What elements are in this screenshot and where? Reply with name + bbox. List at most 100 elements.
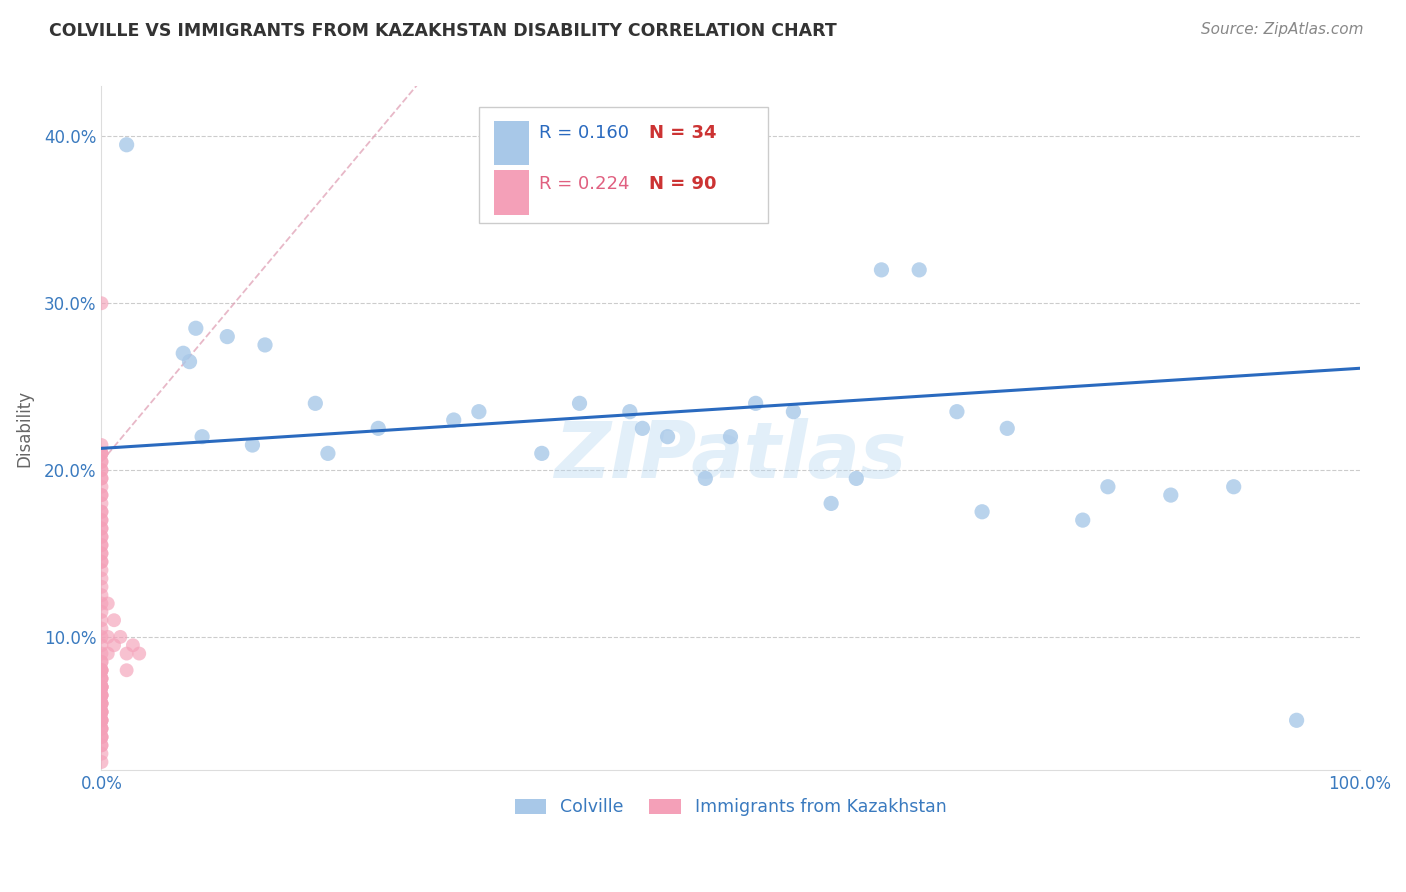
Text: ZIPatlas: ZIPatlas xyxy=(554,417,907,493)
Point xyxy=(90,521,112,535)
Point xyxy=(90,705,112,719)
Point xyxy=(90,496,112,510)
Point xyxy=(90,739,112,753)
Point xyxy=(90,688,112,702)
Point xyxy=(90,747,112,761)
Point xyxy=(90,538,112,552)
Point xyxy=(304,396,326,410)
Text: N = 90: N = 90 xyxy=(648,176,716,194)
Point xyxy=(90,580,112,594)
Point xyxy=(90,705,112,719)
Point xyxy=(443,413,465,427)
Point xyxy=(90,672,112,686)
Text: COLVILLE VS IMMIGRANTS FROM KAZAKHSTAN DISABILITY CORRELATION CHART: COLVILLE VS IMMIGRANTS FROM KAZAKHSTAN D… xyxy=(49,22,837,40)
Point xyxy=(90,513,112,527)
Point xyxy=(468,405,491,419)
Point xyxy=(90,471,112,485)
Point xyxy=(90,530,112,544)
Point xyxy=(90,538,112,552)
Point xyxy=(1097,480,1119,494)
Point xyxy=(845,471,868,485)
Y-axis label: Disability: Disability xyxy=(15,390,32,467)
Point xyxy=(103,638,125,652)
Point xyxy=(90,680,112,694)
Point xyxy=(530,446,553,460)
Point xyxy=(90,463,112,477)
Legend: Colville, Immigrants from Kazakhstan: Colville, Immigrants from Kazakhstan xyxy=(508,791,953,823)
Point xyxy=(1222,480,1244,494)
Text: N = 34: N = 34 xyxy=(648,124,716,142)
Point xyxy=(128,647,150,661)
Bar xyxy=(494,120,529,165)
Point xyxy=(172,346,194,360)
Point xyxy=(90,546,112,560)
Point xyxy=(90,455,112,469)
Point xyxy=(90,296,112,310)
Point xyxy=(90,546,112,560)
Point xyxy=(90,663,112,677)
Point xyxy=(191,430,214,444)
Point xyxy=(90,513,112,527)
Point xyxy=(870,263,893,277)
Point xyxy=(90,630,112,644)
Point xyxy=(946,405,969,419)
Point xyxy=(103,613,125,627)
Point xyxy=(90,505,112,519)
Point xyxy=(90,446,112,460)
Text: R = 0.224: R = 0.224 xyxy=(540,176,630,194)
Point xyxy=(720,430,742,444)
Point xyxy=(90,697,112,711)
Point xyxy=(90,688,112,702)
Point xyxy=(90,480,112,494)
Point xyxy=(90,488,112,502)
Point xyxy=(217,329,239,343)
Point xyxy=(90,655,112,669)
Bar xyxy=(494,170,529,215)
Point xyxy=(90,714,112,728)
Point xyxy=(90,555,112,569)
Point xyxy=(115,137,138,152)
Point xyxy=(631,421,654,435)
Point xyxy=(90,463,112,477)
Point xyxy=(90,471,112,485)
Point xyxy=(90,572,112,586)
Point xyxy=(90,688,112,702)
Point xyxy=(657,430,679,444)
Point xyxy=(90,446,112,460)
Point xyxy=(90,672,112,686)
Point xyxy=(253,338,276,352)
Point xyxy=(782,405,804,419)
Point xyxy=(90,446,112,460)
Point xyxy=(316,446,339,460)
Point xyxy=(90,597,112,611)
FancyBboxPatch shape xyxy=(479,107,768,223)
Point xyxy=(90,680,112,694)
Point xyxy=(90,655,112,669)
Point xyxy=(820,496,842,510)
Point xyxy=(90,638,112,652)
Point xyxy=(90,697,112,711)
Point xyxy=(1160,488,1182,502)
Point xyxy=(90,455,112,469)
Point xyxy=(115,647,138,661)
Point xyxy=(90,438,112,452)
Point xyxy=(97,597,120,611)
Point xyxy=(122,638,145,652)
Point xyxy=(90,530,112,544)
Point xyxy=(90,697,112,711)
Point xyxy=(90,680,112,694)
Point xyxy=(90,730,112,744)
Point xyxy=(995,421,1018,435)
Point xyxy=(90,488,112,502)
Point xyxy=(90,663,112,677)
Point xyxy=(90,722,112,736)
Point xyxy=(90,613,112,627)
Point xyxy=(695,471,717,485)
Point xyxy=(90,663,112,677)
Point xyxy=(90,672,112,686)
Point xyxy=(90,505,112,519)
Point xyxy=(184,321,207,335)
Point xyxy=(115,663,138,677)
Point xyxy=(90,730,112,744)
Point xyxy=(90,714,112,728)
